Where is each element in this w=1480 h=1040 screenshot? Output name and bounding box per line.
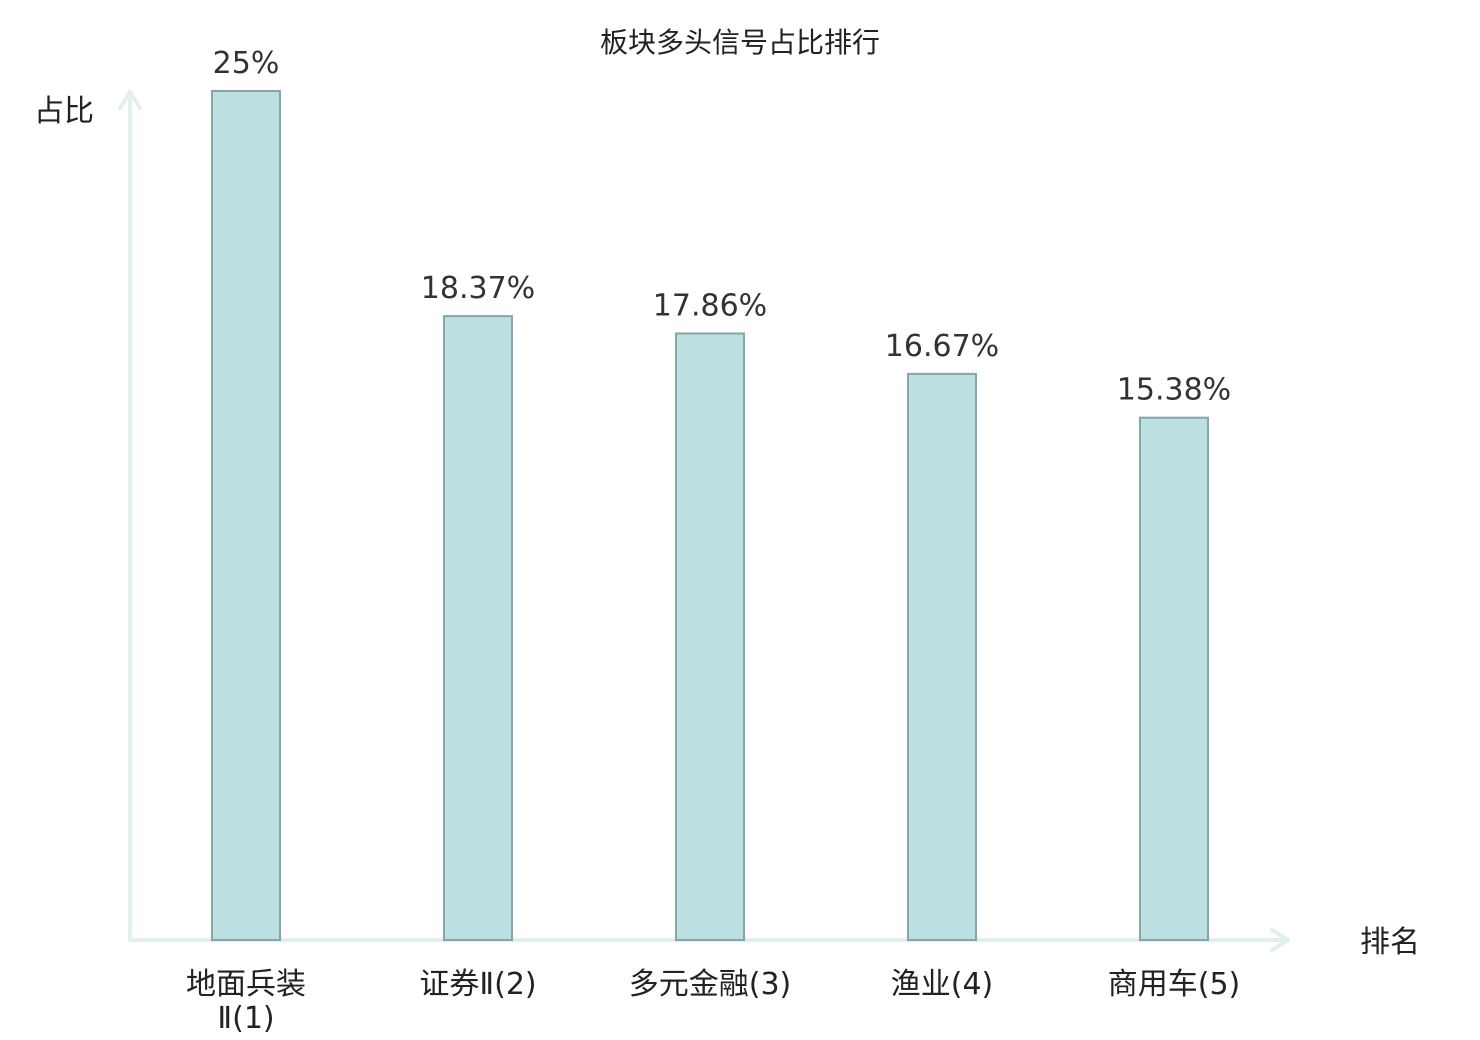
bar (443, 315, 513, 941)
bar-value-label: 16.67% (885, 329, 999, 364)
bars-group (211, 90, 1209, 942)
x-tick-label: 商用车(5) (1108, 967, 1241, 1002)
chart-title: 板块多头信号占比排行 (600, 26, 880, 59)
y-axis-label: 占比 (34, 94, 94, 129)
bar (1139, 416, 1209, 941)
value-labels-group: 25% 18.37% 17.86% 16.67% 15.38% (213, 46, 1232, 408)
bar-value-label: 17.86% (653, 288, 767, 323)
y-axis: 占比 (34, 90, 142, 942)
x-axis-label: 排名 (1360, 925, 1420, 960)
x-axis-arrow-icon (1270, 928, 1290, 952)
x-tick-label: 证券Ⅱ(2) (419, 967, 536, 1002)
bar (675, 332, 745, 941)
y-axis-arrow-icon (118, 90, 142, 110)
x-tick-label: Ⅱ(1) (217, 1001, 274, 1036)
x-axis: 排名 (128, 925, 1420, 960)
bar (211, 90, 281, 941)
bar-value-label: 25% (213, 46, 280, 81)
x-tick-label: 地面兵装 (186, 967, 306, 1002)
bar-value-label: 15.38% (1117, 373, 1231, 408)
x-tick-label: 渔业(4) (891, 967, 994, 1002)
bar (907, 372, 977, 942)
x-tick-label: 多元金融(3) (629, 967, 792, 1002)
bar-value-label: 18.37% (421, 271, 535, 306)
